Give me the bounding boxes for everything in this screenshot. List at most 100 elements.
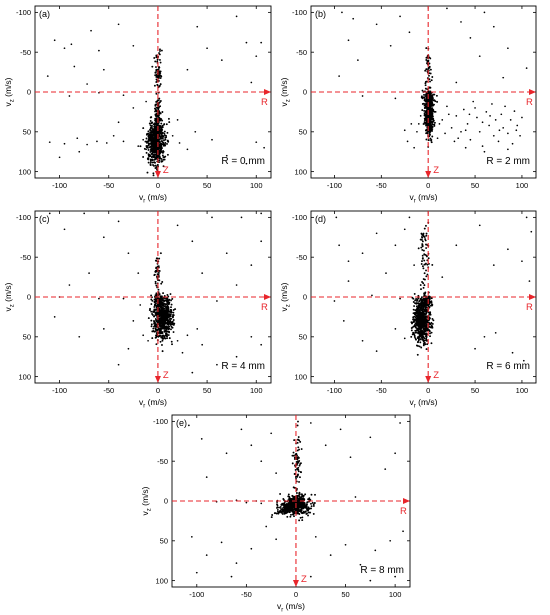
data-point (421, 96, 424, 99)
data-point (250, 264, 253, 266)
data-point (178, 142, 181, 144)
data-point (342, 320, 345, 322)
x-tick-label: 50 (203, 386, 211, 395)
y-tick-label: 100 (294, 372, 307, 381)
data-point (159, 77, 162, 79)
data-point (255, 55, 258, 58)
data-point (154, 113, 157, 116)
data-point (425, 243, 427, 246)
data-point (414, 316, 417, 319)
data-point (206, 47, 208, 50)
scatter-points (48, 212, 263, 374)
data-point (159, 310, 162, 313)
data-point (153, 306, 156, 308)
data-point (276, 506, 278, 509)
data-point (426, 131, 429, 134)
data-point (142, 138, 145, 141)
data-point (423, 304, 426, 307)
data-point (169, 293, 172, 295)
data-point (507, 148, 509, 151)
data-point (132, 107, 135, 109)
data-point (160, 332, 163, 335)
data-point (427, 257, 430, 260)
data-point (151, 299, 154, 302)
data-point (412, 301, 415, 303)
data-point (160, 319, 163, 322)
data-point (164, 337, 167, 340)
data-point (293, 458, 296, 460)
data-point (414, 325, 417, 328)
x-tick-label: 0 (426, 181, 430, 190)
data-point (158, 58, 161, 61)
data-point (154, 107, 156, 110)
data-point (154, 282, 157, 285)
data-point (431, 104, 434, 107)
data-point (431, 135, 434, 138)
data-point (429, 133, 431, 136)
data-point (426, 98, 429, 101)
data-point (468, 113, 471, 116)
data-point (296, 511, 299, 514)
data-point (260, 240, 263, 243)
data-point (309, 575, 312, 578)
data-point (444, 132, 446, 135)
y-axis-title-unit: (m/s) (140, 486, 150, 508)
data-point (430, 342, 433, 345)
data-point (421, 248, 424, 251)
x-tick-label: 50 (203, 181, 211, 190)
data-point (63, 228, 66, 231)
data-point (164, 144, 167, 147)
data-point (427, 139, 430, 142)
data-point (429, 86, 432, 89)
data-point (417, 339, 420, 342)
data-point (425, 95, 428, 98)
data-point (435, 94, 438, 97)
data-point (200, 438, 203, 440)
data-point (172, 319, 175, 321)
data-point (426, 62, 428, 65)
data-point (413, 292, 416, 295)
data-point (375, 232, 378, 235)
data-point (429, 137, 432, 140)
data-point (158, 101, 161, 104)
data-point (151, 127, 153, 129)
y-axis-title-main: v (3, 101, 13, 106)
data-point (78, 335, 81, 338)
data-point (162, 143, 165, 146)
data-point (158, 257, 161, 260)
data-point (429, 117, 432, 120)
data-point (163, 132, 166, 135)
data-point (156, 163, 159, 166)
data-point (299, 496, 302, 499)
data-point (423, 99, 426, 102)
data-point (428, 93, 431, 96)
x-tick-label: 100 (516, 386, 529, 395)
data-point (275, 472, 277, 474)
data-point (278, 506, 280, 509)
data-point (166, 327, 169, 330)
data-point (424, 314, 427, 317)
data-point (421, 254, 424, 257)
data-point (424, 329, 427, 332)
x-axis-title-sub: r (414, 199, 416, 205)
panel-label: (c) (39, 214, 50, 224)
z-direction-label: Z (301, 574, 307, 585)
x-axis-title-sub: r (414, 404, 416, 410)
data-point (301, 519, 304, 522)
data-point (369, 579, 372, 582)
data-point (507, 132, 509, 135)
data-point (426, 321, 429, 324)
data-point (422, 123, 425, 125)
data-point (302, 506, 305, 509)
data-point (447, 113, 450, 116)
x-axis-title-main: v (139, 397, 144, 407)
data-point (305, 505, 308, 508)
data-point (165, 330, 168, 333)
data-point (153, 161, 156, 164)
data-point (149, 148, 152, 151)
z-axis-arrowhead (154, 376, 161, 383)
data-point (408, 31, 411, 34)
data-point (469, 37, 472, 39)
